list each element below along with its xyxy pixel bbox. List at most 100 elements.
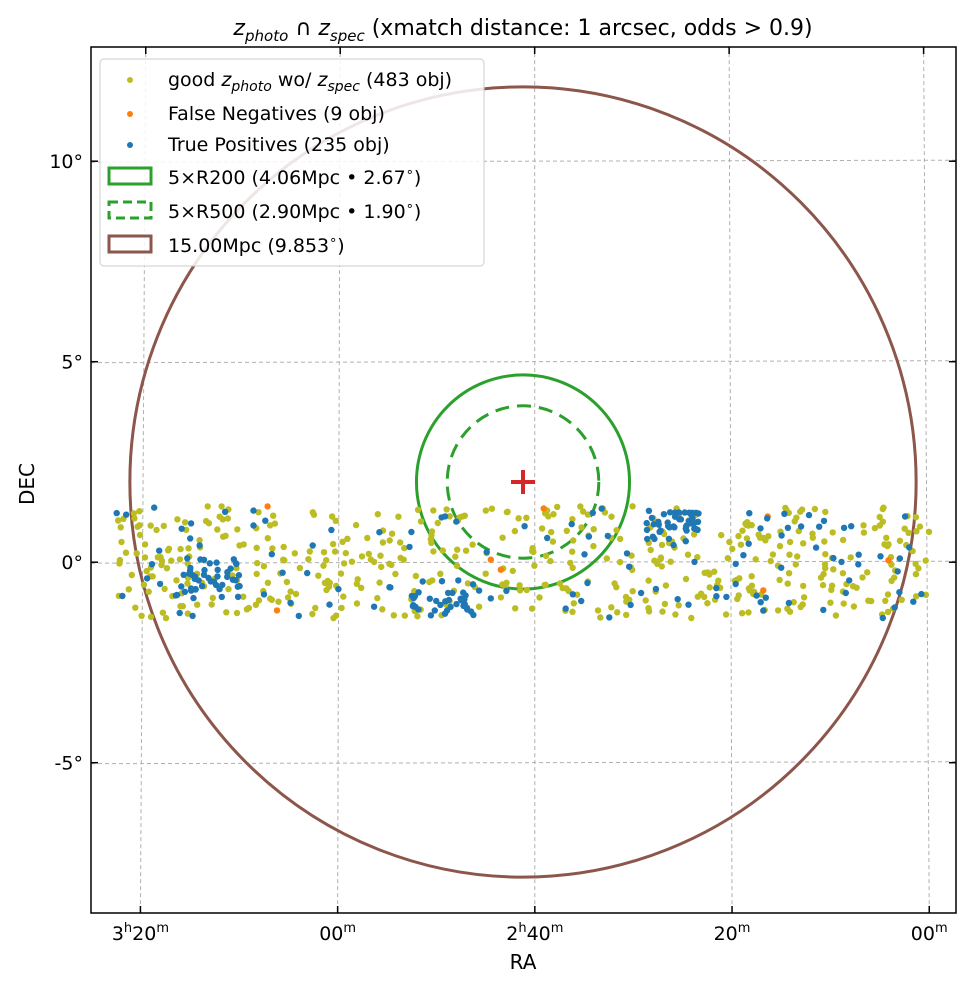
axis-ticks: 3h20m 00m 2h40m 20m 00m 10° 5° 0° -5° (49, 47, 956, 945)
point-s2-123 (250, 507, 257, 514)
point-s2-114 (148, 561, 156, 568)
point-s0-334 (446, 513, 453, 520)
point-s0-194 (850, 603, 858, 610)
point-s0-237 (767, 557, 774, 565)
point-s0-55 (597, 614, 604, 621)
point-s0-458 (570, 537, 577, 544)
point-s0-204 (310, 511, 318, 518)
point-s2-39 (682, 538, 689, 545)
x-axis-label: RA (510, 950, 537, 974)
legend-label-r200: 5×R200 (4.06Mpc • 2.67∘) (168, 165, 421, 189)
point-s2-168 (262, 517, 269, 524)
point-s0-278 (475, 603, 483, 610)
point-s0-316 (647, 546, 654, 554)
point-s0-54 (579, 508, 587, 515)
point-s0-258 (209, 594, 216, 602)
point-s0-148 (397, 539, 404, 546)
point-s2-44 (604, 532, 611, 540)
point-s0-203 (523, 586, 530, 594)
point-s0-210 (162, 614, 170, 622)
point-s0-473 (117, 524, 124, 531)
point-s0-386 (800, 594, 808, 601)
point-s2-36 (224, 573, 231, 581)
x-tick-label-4: 00m (911, 921, 948, 945)
point-s0-305 (718, 531, 725, 539)
point-s2-228 (475, 587, 483, 594)
point-s0-288 (888, 577, 895, 584)
point-s2-181 (598, 505, 605, 512)
point-s2-75 (386, 584, 393, 591)
point-s0-328 (158, 557, 166, 564)
point-s2-72 (406, 543, 413, 551)
point-s0-208 (159, 609, 167, 616)
point-s0-373 (821, 561, 829, 568)
point-s0-7 (883, 534, 890, 541)
point-s0-156 (323, 557, 330, 564)
point-s0-115 (549, 538, 557, 545)
plot-frame (90, 46, 957, 914)
point-s0-391 (342, 549, 349, 557)
point-s0-475 (376, 579, 383, 586)
point-s0-153 (865, 597, 872, 604)
point-s0-347 (177, 545, 184, 553)
point-s2-116 (419, 578, 426, 585)
point-s0-281 (614, 609, 621, 616)
point-s2-209 (585, 533, 593, 540)
point-s2-126 (797, 523, 805, 530)
point-s2-81 (178, 583, 185, 590)
point-s0-291 (143, 567, 150, 575)
point-s0-79 (913, 593, 920, 600)
point-s2-15 (143, 575, 151, 582)
point-s2-4 (180, 571, 187, 578)
point-s0-218 (208, 601, 215, 608)
point-s2-29 (762, 594, 769, 601)
point-s2-165 (447, 603, 454, 611)
point-s2-33 (894, 568, 901, 575)
point-s0-302 (569, 564, 576, 571)
point-s0-35 (163, 565, 171, 572)
point-s0-265 (645, 608, 653, 615)
point-s0-395 (839, 536, 847, 544)
legend-label-false-negatives: False Negatives (9 obj) (168, 103, 385, 125)
point-s0-3 (161, 585, 168, 593)
point-s0-306 (255, 509, 262, 516)
point-s0-177 (136, 531, 144, 539)
point-s0-296 (392, 570, 399, 578)
point-s2-194 (670, 523, 677, 530)
point-s2-27 (896, 555, 904, 562)
circle-2 (128, 85, 918, 879)
point-s0-52 (328, 513, 336, 520)
point-s0-97 (147, 613, 155, 621)
point-s2-92 (410, 602, 417, 609)
y-axis-label: DEC (15, 463, 39, 505)
point-s0-214 (608, 513, 615, 520)
point-s2-152 (645, 507, 653, 514)
point-s2-120 (674, 596, 681, 603)
point-s0-223 (659, 608, 666, 615)
point-s0-426 (613, 584, 620, 591)
point-s0-293 (603, 555, 610, 562)
point-s2-90 (250, 522, 257, 529)
point-s0-400 (629, 503, 636, 510)
point-s0-69 (578, 524, 585, 531)
point-s0-224 (913, 528, 920, 535)
point-s0-372 (570, 600, 577, 607)
point-s2-69 (441, 513, 449, 520)
point-s0-216 (184, 610, 191, 617)
point-s0-192 (185, 545, 192, 552)
point-s0-383 (388, 530, 396, 537)
point-s0-353 (222, 532, 229, 539)
point-s0-304 (426, 578, 433, 586)
point-s2-136 (732, 560, 739, 568)
point-s2-73 (467, 608, 475, 615)
point-s2-173 (233, 560, 240, 568)
point-s2-177 (453, 518, 460, 525)
point-s0-477 (762, 537, 769, 544)
point-s0-68 (748, 573, 755, 580)
legend: good zphoto wo/ zspec (483 obj) False Ne… (99, 58, 485, 267)
point-s0-350 (860, 522, 867, 529)
point-s2-96 (685, 601, 692, 608)
point-s0-285 (529, 547, 536, 555)
point-s0-474 (340, 560, 348, 567)
point-s1-7 (497, 566, 504, 573)
